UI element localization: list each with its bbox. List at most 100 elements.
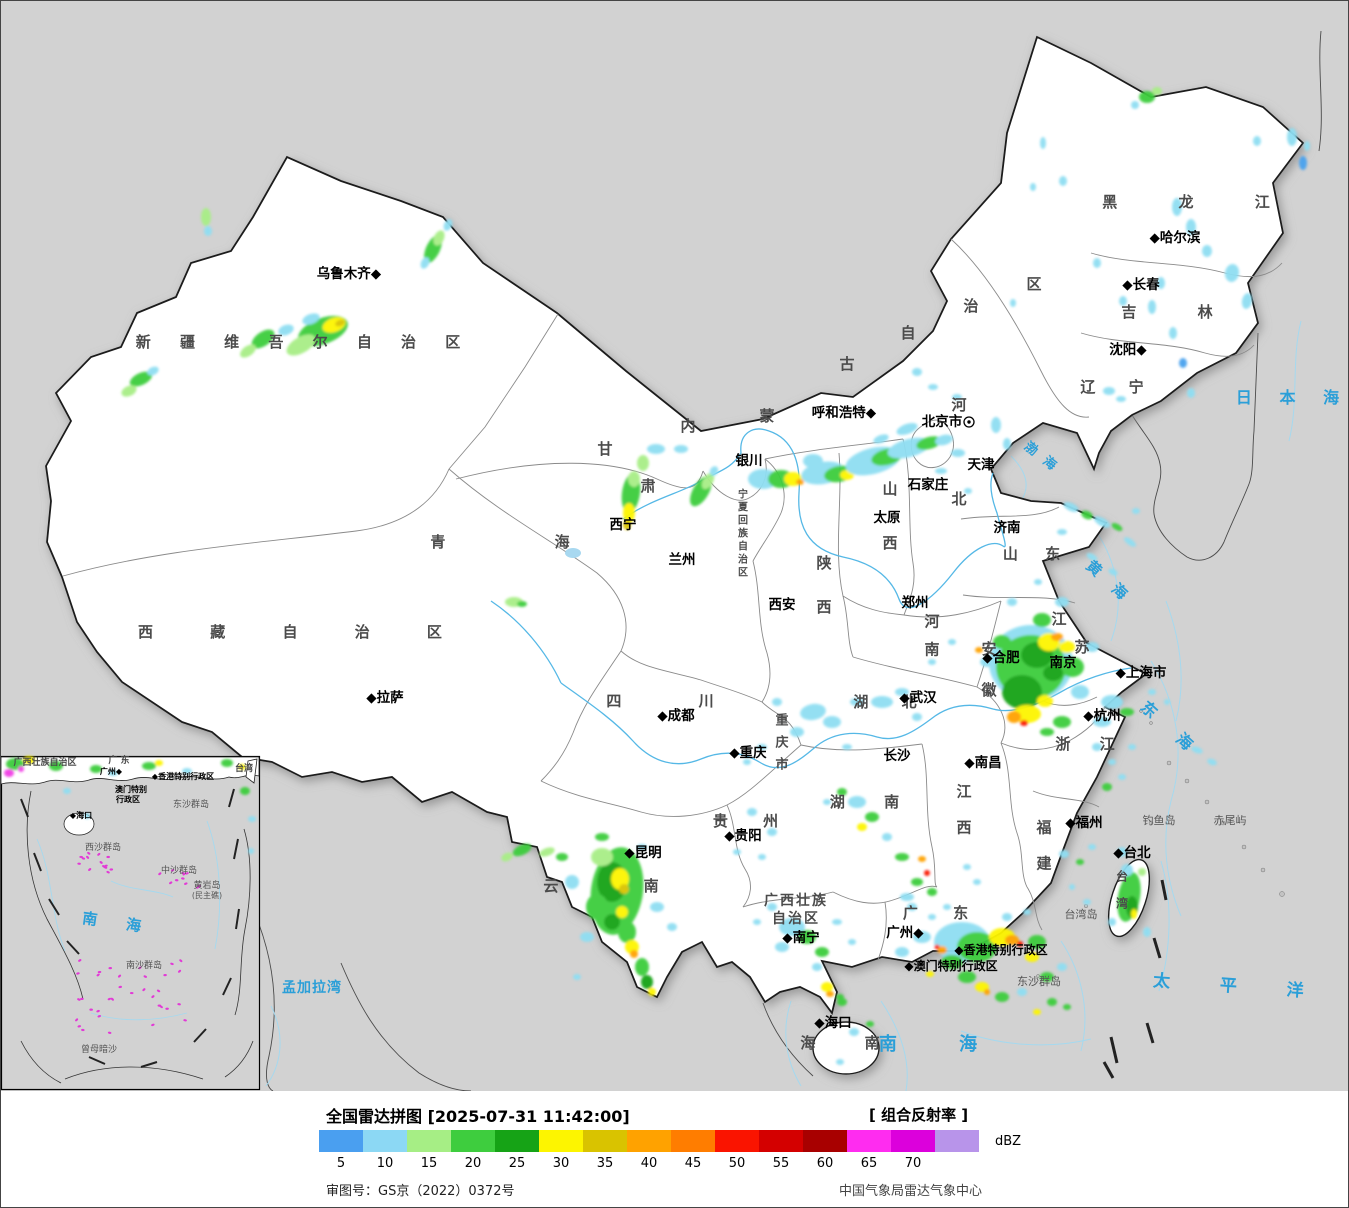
radar-echo <box>1051 633 1063 641</box>
province-label: 南 <box>924 640 939 658</box>
province-label: 西 <box>882 534 897 552</box>
radar-echo <box>221 759 233 767</box>
radar-echo <box>895 947 909 957</box>
radar-echo <box>1060 657 1084 677</box>
province-label: 自治区 <box>772 910 820 927</box>
legend-color-cell <box>407 1130 451 1152</box>
dash-segment <box>88 1056 106 1065</box>
radar-echo <box>1169 327 1177 339</box>
province-label: 徽 <box>980 681 997 699</box>
hainan-island <box>812 1021 880 1075</box>
radar-echo <box>1172 198 1182 216</box>
radar-echo <box>1164 699 1170 705</box>
dash-segment <box>193 1028 207 1043</box>
island-label: 中沙群岛 <box>161 864 197 876</box>
radar-echo <box>812 963 822 971</box>
yellow-river <box>622 428 1006 609</box>
radar-echo <box>709 466 719 476</box>
radar-echo <box>1241 293 1253 309</box>
radar-echo <box>630 950 638 958</box>
radar-echo <box>821 982 833 992</box>
inset-taiwan <box>245 758 258 784</box>
radar-echo <box>623 520 631 530</box>
reef-marker <box>184 882 188 885</box>
legend-value: 70 <box>904 1156 922 1171</box>
city-label: 广州◆ <box>886 924 924 941</box>
province-label: 西 <box>816 598 831 616</box>
city-label: 石家庄 <box>907 476 949 493</box>
radar-echo <box>1304 141 1310 151</box>
radar-echo <box>1102 783 1112 791</box>
radar-echo <box>1108 918 1116 926</box>
radar-echo <box>595 833 609 841</box>
radar-echo <box>912 368 922 376</box>
radar-echo <box>1116 396 1126 402</box>
province-label: 河 <box>924 612 939 630</box>
reef-marker <box>170 962 174 966</box>
radar-echo <box>1119 296 1127 306</box>
legend-value: 10 <box>376 1156 394 1171</box>
reef-marker <box>182 872 186 876</box>
radar-echo <box>1059 176 1067 186</box>
radar-echo <box>800 703 826 721</box>
radar-echo <box>815 947 829 957</box>
province-label: 台湾 <box>235 762 253 774</box>
reef-marker <box>102 865 106 868</box>
radar-echo <box>238 764 246 770</box>
radar-echo <box>958 971 976 983</box>
radar-echo <box>635 958 649 976</box>
city-label: 南京 <box>1050 654 1077 671</box>
radar-echo <box>248 816 256 822</box>
radar-echo <box>842 744 852 750</box>
reef-marker <box>87 851 91 855</box>
radar-echo <box>1037 695 1053 707</box>
province-label: 甘 <box>597 440 612 458</box>
radar-echo-layer <box>121 87 1310 1065</box>
radar-echo <box>84 813 90 819</box>
radar-echo <box>1059 641 1075 653</box>
legend-color-cell <box>759 1130 803 1152</box>
city-label: 澳门特别 <box>115 784 147 794</box>
radar-echo <box>1007 598 1017 606</box>
radar-echo <box>1076 859 1084 865</box>
radar-echo <box>667 923 677 931</box>
radar-echo <box>1085 642 1099 652</box>
reef-marker <box>185 872 189 875</box>
radar-echo <box>1057 963 1067 971</box>
reef-marker <box>179 959 183 963</box>
radar-echo <box>623 503 635 523</box>
reef-marker <box>174 879 179 882</box>
city-label: ◆拉萨 <box>366 689 404 706</box>
city-label: 北京市 <box>922 413 963 430</box>
reef-marker <box>75 1018 79 1022</box>
radar-echo <box>1148 300 1156 314</box>
dash-segment <box>235 908 240 930</box>
city-label: ◆澳门特别行政区 <box>904 958 997 973</box>
dash-segment <box>228 788 235 808</box>
radar-echo <box>865 812 879 822</box>
radar-echo <box>1207 758 1217 766</box>
radar-echo <box>1117 847 1127 857</box>
province-label: 广 东 <box>903 904 983 922</box>
radar-echo <box>823 799 831 805</box>
reef-marker <box>77 998 81 1001</box>
china-mainland-outline <box>45 35 1305 1016</box>
radar-echo <box>1002 913 1012 921</box>
info-panel: 全国雷达拼图 [2025-07-31 11:42:00] [ 组合反射率 ] d… <box>1 1091 1348 1207</box>
radar-echo <box>837 998 847 1006</box>
china-landmass <box>45 35 1305 1075</box>
inset-radar-echoes <box>4 756 256 854</box>
radar-echo <box>1138 868 1146 876</box>
province-label: 夏 <box>737 502 749 514</box>
radar-echo <box>1053 716 1071 728</box>
radar-echo <box>1131 101 1139 109</box>
radar-echo <box>837 788 847 796</box>
radar-echo <box>918 856 926 862</box>
vietnam-coast <box>762 1002 814 1077</box>
province-label: 北 <box>951 490 966 508</box>
legend-color-cell <box>627 1130 671 1152</box>
radar-echo <box>973 879 981 885</box>
legend-value: 35 <box>596 1156 614 1171</box>
reef-marker <box>106 870 110 874</box>
radar-echo <box>90 765 102 773</box>
